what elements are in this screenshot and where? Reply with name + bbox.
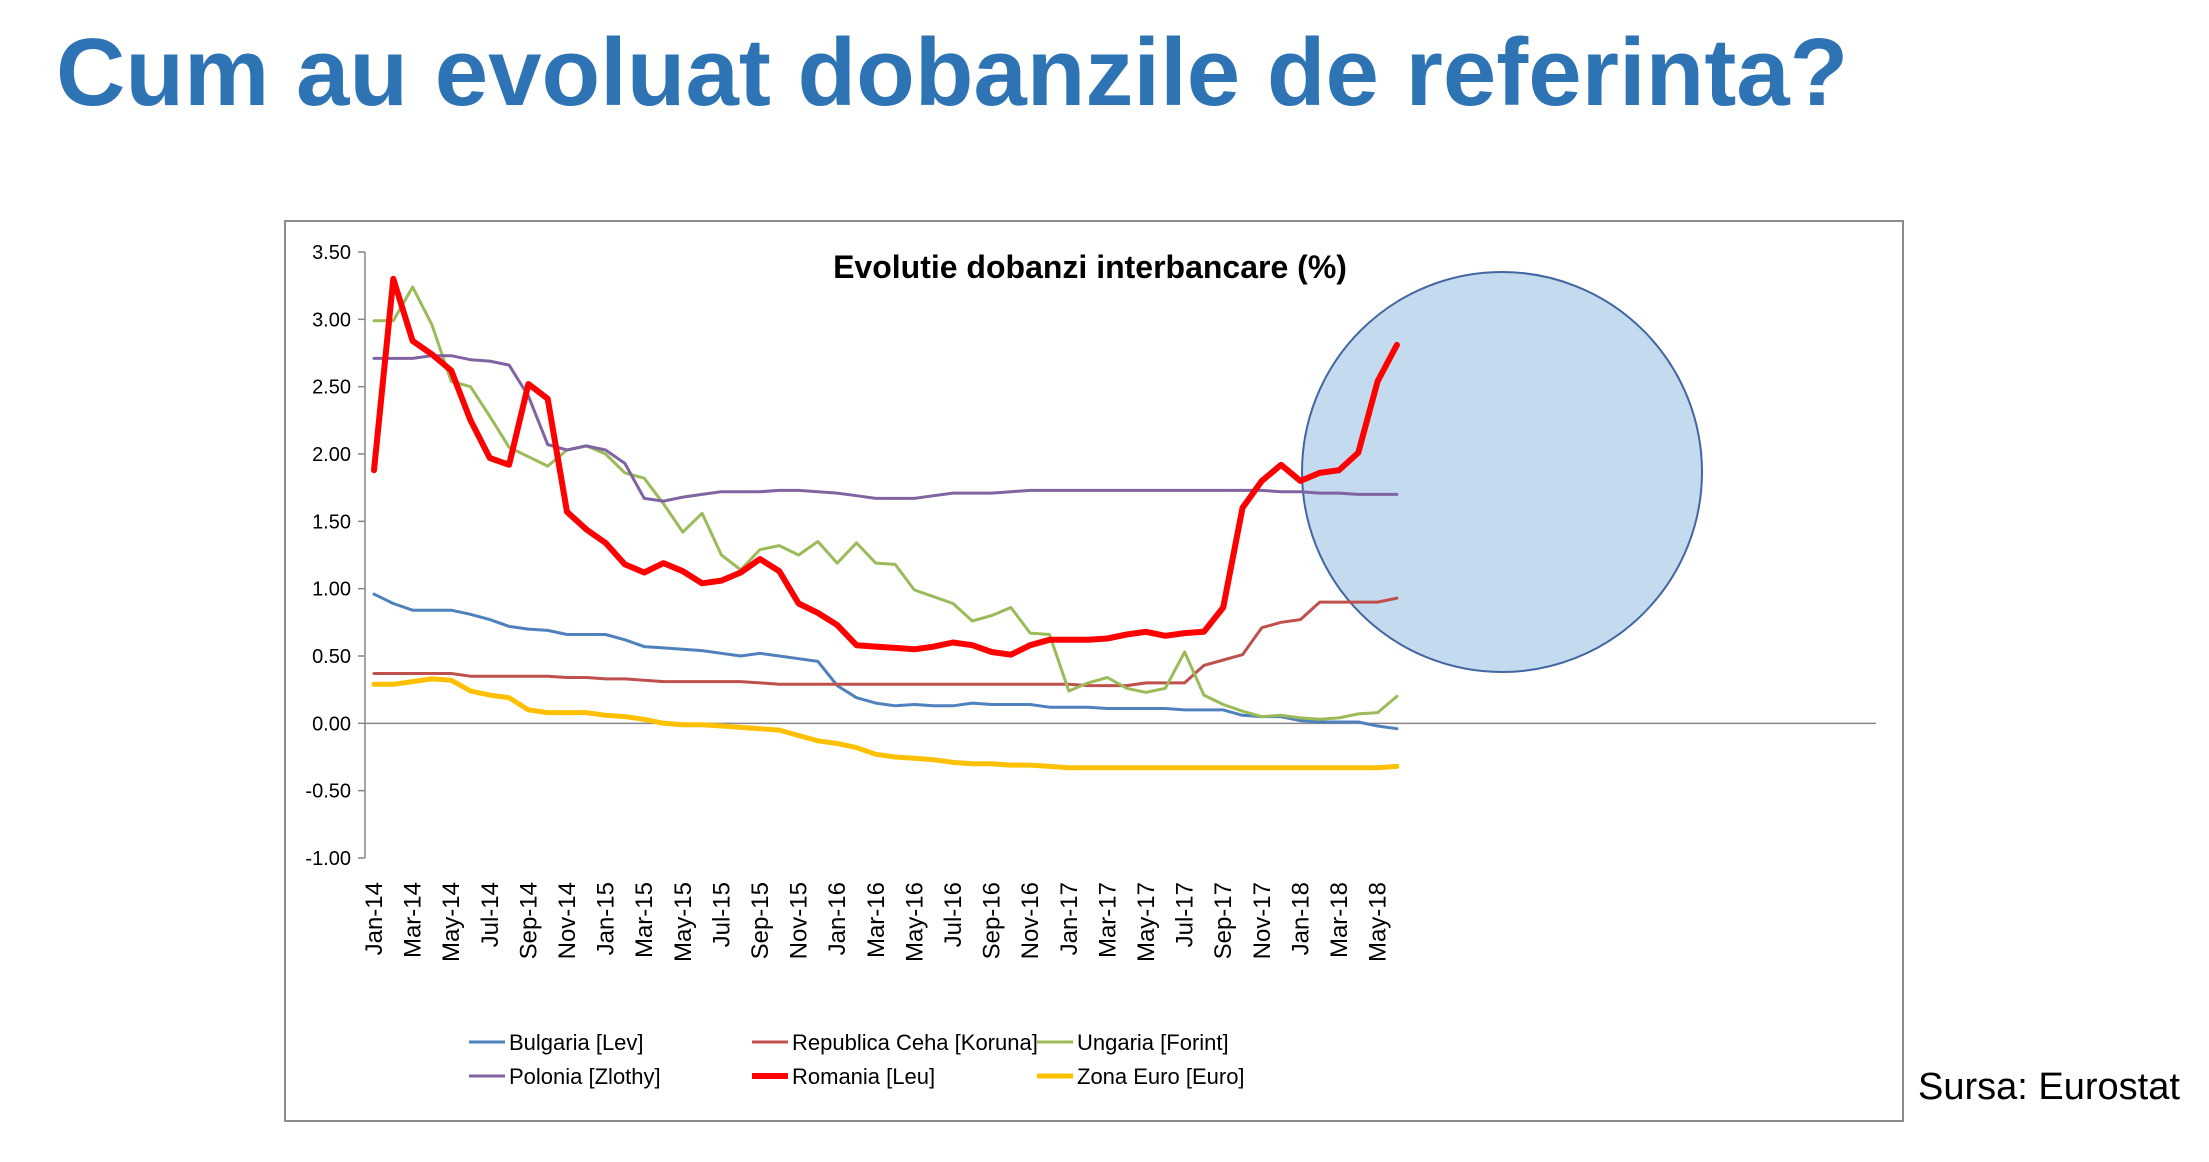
chart-frame: 3.50 3.00 2.50 2.00 1.50 1.00 0.50 0.00 -0.50 -1.… [284, 220, 1904, 1122]
x-tick-label: Nov-16 [1017, 882, 1044, 959]
line-chart: 3.50 3.00 2.50 2.00 1.50 1.00 0.50 0.00 -0.50 -1.… [305, 242, 1876, 1089]
legend-label: Bulgaria [Lev] [509, 1030, 644, 1055]
y-tick-label: 1.00 [312, 579, 351, 601]
x-tick-label: Mar-15 [631, 882, 658, 958]
x-tick-label: Jan-16 [824, 882, 851, 955]
legend-label: Ungaria [Forint] [1077, 1030, 1229, 1055]
y-tick-label: 3.00 [312, 309, 351, 331]
x-tick-label: May-18 [1365, 882, 1392, 962]
x-tick-label: Nov-17 [1249, 882, 1276, 959]
legend-label: Polonia [Zlothy] [509, 1064, 661, 1089]
x-tick-label: Sep-14 [515, 882, 542, 959]
legend-label: Romania [Leu] [792, 1064, 935, 1089]
x-tick-label: Jul-14 [477, 882, 504, 947]
x-tick-label: Mar-17 [1094, 882, 1121, 958]
x-tick-label: Jan-17 [1056, 882, 1083, 955]
y-tick-label: 3.50 [312, 242, 351, 264]
legend-label: Zona Euro [Euro] [1077, 1064, 1245, 1089]
series-line-polonia-zlothy [372, 354, 1399, 503]
slide-title: Cum au evoluat dobanzile de referinta? [56, 19, 1849, 126]
series-line-bulgaria-lev [372, 592, 1399, 731]
x-tick-label: Jan-15 [593, 882, 620, 955]
x-tick-label: Mar-16 [863, 882, 890, 958]
x-tick-label: Nov-14 [554, 882, 581, 959]
highlight-circle [1301, 271, 1703, 673]
y-tick-label: 2.00 [312, 444, 351, 466]
x-tick-label: Sep-15 [747, 882, 774, 959]
x-tick-label: Sep-17 [1210, 882, 1237, 959]
x-tick-label: Nov-15 [786, 882, 813, 959]
x-tick-label: May-14 [438, 882, 465, 962]
series-line-zona-euro-euro [371, 676, 1400, 771]
x-tick-label: Jul-15 [708, 882, 735, 947]
y-tick-label: 2.50 [312, 377, 351, 399]
y-tick-label: -1.00 [305, 848, 351, 870]
x-tick-label: May-16 [901, 882, 928, 962]
y-tick-label: 0.00 [312, 713, 351, 735]
y-tick-label: 1.50 [312, 511, 351, 533]
x-tick-label: May-15 [670, 882, 697, 962]
chart-title: Evolutie dobanzi interbancare (%) [833, 249, 1347, 285]
y-tick-label: 0.50 [312, 646, 351, 668]
x-tick-label: Jan-18 [1287, 882, 1314, 955]
legend-label: Republica Ceha [Koruna] [792, 1030, 1038, 1055]
x-tick-label: Jan-14 [361, 882, 388, 955]
y-tick-label: -0.50 [305, 781, 351, 803]
series-line-romania-leu [371, 275, 1400, 658]
x-tick-label: Jul-16 [940, 882, 967, 947]
series-line-republica-ceha-koruna [372, 596, 1399, 688]
x-tick-label: Sep-16 [979, 882, 1006, 959]
x-tick-label: May-17 [1133, 882, 1160, 962]
x-tick-label: Jul-17 [1172, 882, 1199, 947]
x-tick-label: Mar-18 [1326, 882, 1353, 958]
series-line-ungaria-forint [372, 285, 1399, 721]
x-tick-label: Mar-14 [400, 882, 427, 958]
source-label: Sursa: Eurostat [1918, 1066, 2180, 1108]
